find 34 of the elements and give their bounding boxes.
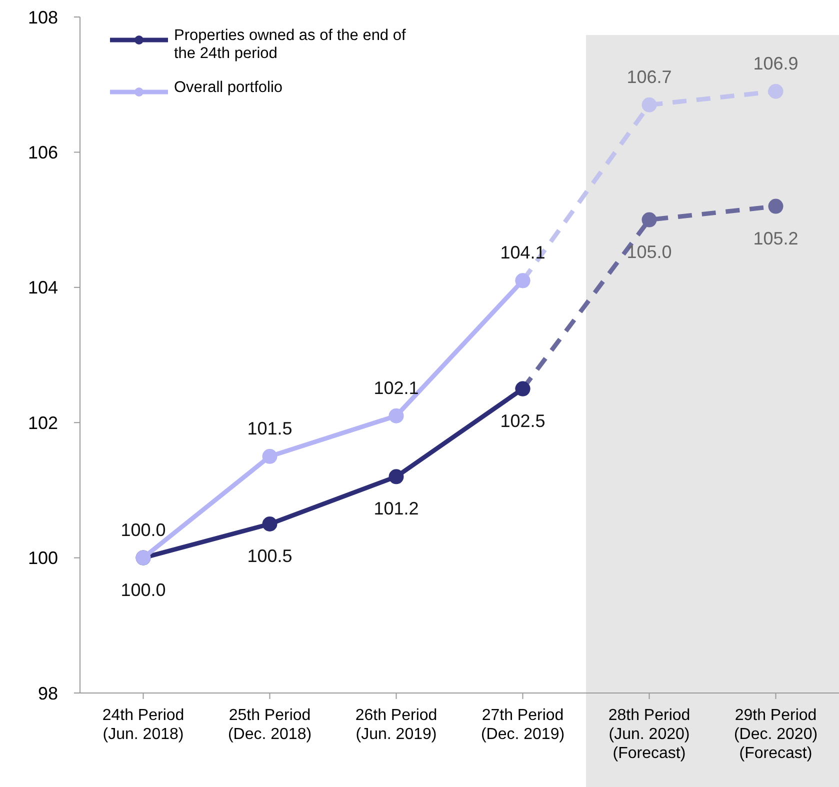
data-label: 101.2 xyxy=(374,498,419,519)
legend-label: Overall portfolio xyxy=(174,79,283,96)
point xyxy=(768,84,784,99)
data-label: 102.1 xyxy=(374,378,419,398)
point xyxy=(768,198,784,214)
point xyxy=(642,212,657,228)
data-label: 102.5 xyxy=(500,410,546,431)
point xyxy=(388,408,404,424)
point xyxy=(262,516,278,532)
data-label: 101.5 xyxy=(247,418,292,438)
y-tick-label: 108 xyxy=(28,7,58,28)
data-label: 106.9 xyxy=(753,53,798,74)
y-tick-label: 102 xyxy=(28,412,58,433)
y-tick-label: 106 xyxy=(28,142,58,162)
y-tick-label: 104 xyxy=(28,278,58,298)
x-tick-label: 28th Period (Jun. 2020) (Forecast) xyxy=(608,707,690,762)
data-label: 100.0 xyxy=(120,520,166,540)
legend-label: Properties owned as of the end of the 24th period xyxy=(174,27,406,62)
x-tick-label: 25th Period (Dec. 2018) xyxy=(228,707,312,743)
x-tick-label: 24th Period (Jun. 2018) xyxy=(102,707,184,743)
point xyxy=(388,469,404,484)
point xyxy=(262,448,278,464)
x-tick-label: 29th Period (Dec. 2020) (Forecast) xyxy=(734,707,818,762)
data-label: 100.5 xyxy=(247,546,292,566)
y-tick-label: 100 xyxy=(28,548,58,568)
x-tick-label: 26th Period (Jun. 2019) xyxy=(355,707,438,743)
data-label: 106.7 xyxy=(626,66,672,87)
x-tick-label: 27th Period (Dec. 2019) xyxy=(480,707,565,743)
data-label: 105.0 xyxy=(626,242,672,262)
data-label: 100.0 xyxy=(120,580,166,600)
y-tick-label: 98 xyxy=(38,683,58,704)
data-label: 105.2 xyxy=(753,228,798,248)
point xyxy=(642,97,657,112)
data-label: 104.1 xyxy=(500,242,546,263)
